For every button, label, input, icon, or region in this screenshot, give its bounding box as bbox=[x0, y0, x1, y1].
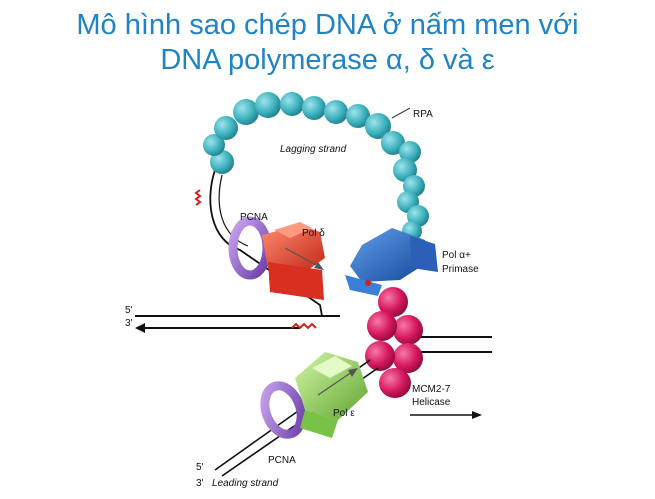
pol-alpha-shape bbox=[345, 228, 438, 296]
lagging-strand-line bbox=[209, 169, 323, 317]
label-pcna-bottom: PCNA bbox=[268, 455, 296, 466]
label-rpa: RPA bbox=[413, 109, 433, 120]
pcna-bottom-ring bbox=[260, 381, 306, 439]
label-pcna-top: PCNA bbox=[240, 212, 268, 223]
label-pol-epsilon: Pol ε bbox=[333, 408, 355, 419]
label-pol-alpha: Pol α+ bbox=[442, 250, 471, 261]
label-pol-delta: Pol δ bbox=[302, 228, 325, 239]
title-line-2: DNA polymerase α, δ và ε bbox=[160, 44, 495, 76]
label-3prime-top: 3' bbox=[125, 318, 133, 329]
primer-top-icon bbox=[194, 189, 202, 206]
label-primase: Primase bbox=[442, 264, 479, 275]
dna-top-strands bbox=[135, 315, 340, 333]
label-5prime-top: 5' bbox=[125, 305, 133, 316]
helicase-arrow bbox=[410, 411, 482, 419]
primer-bottom-icon bbox=[291, 322, 317, 330]
rpa-beads bbox=[203, 92, 429, 241]
pol-epsilon-shape bbox=[295, 352, 368, 438]
title-line-1: Mô hình sao chép DNA ở nấm men với bbox=[76, 9, 579, 41]
label-3prime-bottom: 3' bbox=[196, 478, 204, 489]
label-mcm: MCM2-7 bbox=[412, 384, 451, 395]
slide-title: Mô hình sao chép DNA ở nấm men với DNA p… bbox=[0, 8, 655, 78]
pcna-top-ring bbox=[228, 216, 272, 280]
mcm-helicase bbox=[365, 287, 423, 398]
label-helicase: Helicase bbox=[412, 397, 451, 408]
label-lagging-strand: Lagging strand bbox=[280, 144, 347, 155]
label-leading-strand: Leading strand bbox=[212, 478, 279, 489]
label-5prime-bottom: 5' bbox=[196, 462, 204, 473]
pol-delta-shape bbox=[262, 222, 325, 300]
